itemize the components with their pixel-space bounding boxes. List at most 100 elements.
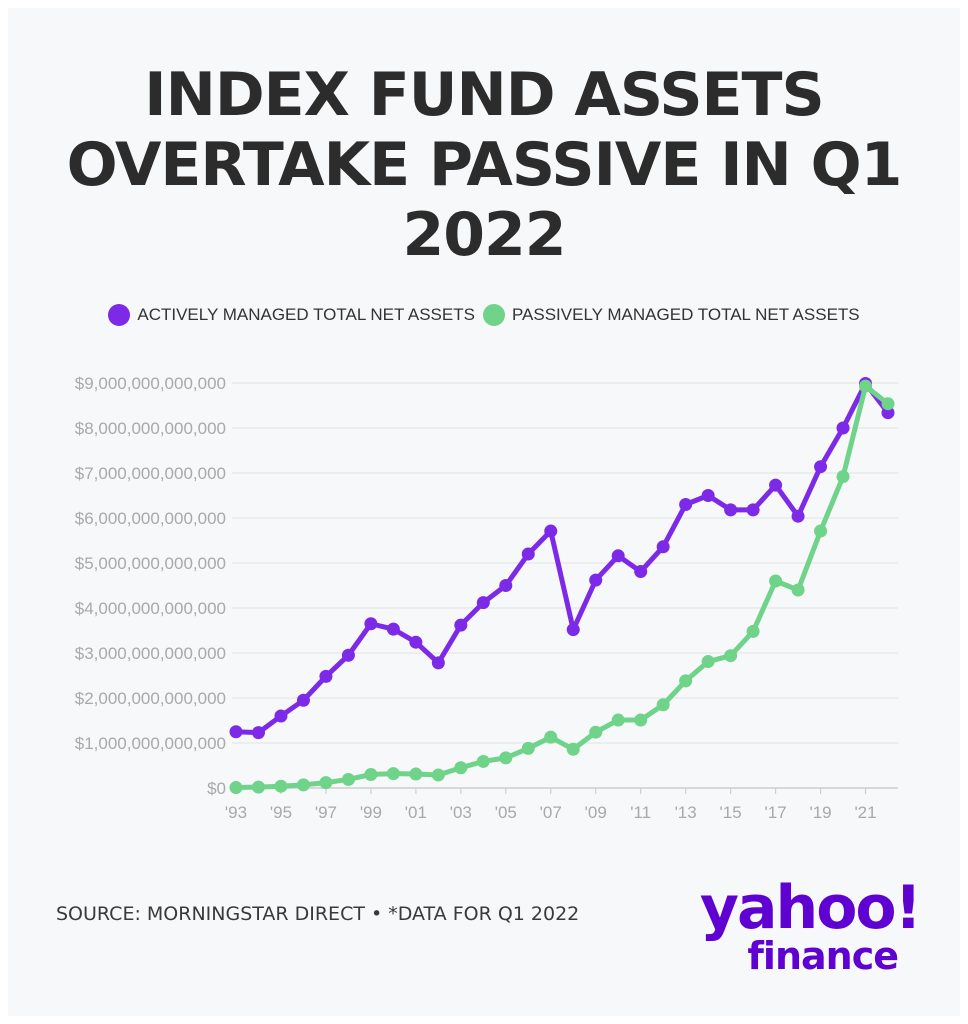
data-point-active <box>746 503 760 517</box>
source-note: SOURCE: MORNINGSTAR DIRECT • *DATA FOR Q… <box>56 903 580 925</box>
line-chart: $0 $1,000,000,000,000 $2,000,000,000,000 $3… <box>75 374 898 822</box>
data-point-active <box>364 617 378 631</box>
data-point-active <box>724 503 738 517</box>
data-point-active <box>814 460 828 474</box>
data-point-active <box>409 635 423 649</box>
y-tick-label: $9,000,000,000,000 <box>75 374 226 393</box>
data-point-passive <box>566 742 580 756</box>
x-tick-label: '19 <box>809 803 831 822</box>
data-point-passive <box>881 397 895 411</box>
legend-label-active: ACTIVELY MANAGED TOTAL NET ASSETS <box>137 305 475 324</box>
data-point-active <box>611 549 625 563</box>
data-point-passive <box>746 624 760 638</box>
x-tick-label: '17 <box>765 803 787 822</box>
data-point-active <box>476 596 490 610</box>
data-point-passive <box>341 772 355 786</box>
data-point-active <box>881 406 895 420</box>
legend-label-passive: PASSIVELY MANAGED TOTAL NET ASSETS <box>511 305 860 324</box>
title-line-3: 2022 <box>402 200 567 270</box>
data-point-active <box>319 669 333 683</box>
data-point-active <box>769 478 783 492</box>
logo-finance-text: finance <box>747 934 899 978</box>
data-point-active <box>566 623 580 637</box>
data-point-active <box>589 573 603 587</box>
data-point-active <box>544 524 558 538</box>
data-point-active <box>274 709 288 723</box>
y-tick-label: $8,000,000,000,000 <box>75 419 226 438</box>
x-tick-label: '99 <box>360 803 382 822</box>
data-point-active <box>341 648 355 662</box>
data-point-passive <box>251 780 265 794</box>
data-point-active <box>296 693 310 707</box>
y-tick-label: $5,000,000,000,000 <box>75 554 226 573</box>
data-point-active <box>454 618 468 632</box>
y-tick-label: $3,000,000,000,000 <box>75 644 226 663</box>
data-point-active <box>386 622 400 636</box>
x-tick-label: '07 <box>540 803 562 822</box>
data-point-active <box>701 489 715 502</box>
x-tick-label: '03 <box>450 803 472 822</box>
data-point-passive <box>769 574 783 588</box>
x-tick-label: '01 <box>405 803 427 822</box>
data-point-passive <box>544 730 558 744</box>
yahoo-finance-logo: yahoo! finance <box>660 873 922 986</box>
legend-item-passive: PASSIVELY MANAGED TOTAL NET ASSETS <box>482 304 860 326</box>
data-point-active <box>634 565 648 579</box>
x-tick-label: '93 <box>225 803 247 822</box>
data-point-active <box>431 656 445 670</box>
chart-legend: ACTIVELY MANAGED TOTAL NET ASSETS PASSIV… <box>8 304 960 326</box>
series-line-active <box>233 380 891 736</box>
data-point-active <box>251 726 265 740</box>
data-point-passive <box>611 713 625 727</box>
legend-dot-active <box>108 304 131 326</box>
data-point-passive <box>296 778 310 792</box>
data-point-passive <box>409 767 423 781</box>
data-point-passive <box>454 761 468 775</box>
y-tick-label: $4,000,000,000,000 <box>75 599 226 618</box>
data-point-passive <box>859 379 873 393</box>
data-point-passive <box>476 754 490 768</box>
x-tick-label: '97 <box>315 803 337 822</box>
data-point-passive <box>274 779 288 793</box>
data-point-active <box>521 547 535 561</box>
data-point-passive <box>656 698 670 712</box>
x-tick-label: '11 <box>630 803 651 822</box>
data-point-passive <box>589 725 603 739</box>
data-point-passive <box>836 470 850 484</box>
data-point-passive <box>814 524 828 538</box>
data-point-passive <box>499 751 513 765</box>
y-tick-label: $6,000,000,000,000 <box>75 509 226 528</box>
data-point-active <box>679 498 693 511</box>
data-point-passive <box>431 768 445 782</box>
data-point-passive <box>679 674 693 688</box>
logo-yahoo-text: yahoo! <box>699 873 922 943</box>
x-tick-label: '21 <box>854 803 876 822</box>
data-point-passive <box>724 649 738 663</box>
chart-title: INDEX FUND ASSETS OVERTAKE PASSIVE IN Q1… <box>8 60 960 270</box>
data-point-passive <box>634 713 648 727</box>
x-tick-label: '15 <box>720 803 742 822</box>
data-point-active <box>656 540 670 554</box>
x-tick-label: '13 <box>675 803 697 822</box>
y-tick-label: $0 <box>207 779 226 798</box>
x-tick-label: '09 <box>585 803 607 822</box>
legend-item-active: ACTIVELY MANAGED TOTAL NET ASSETS <box>108 304 475 326</box>
title-line-1: INDEX FUND ASSETS <box>144 60 824 130</box>
data-point-passive <box>229 781 243 795</box>
data-point-passive <box>319 776 333 790</box>
data-point-active <box>499 579 513 592</box>
y-tick-label: $7,000,000,000,000 <box>75 464 226 483</box>
data-point-active <box>836 421 850 435</box>
data-point-active <box>791 509 805 523</box>
title-line-2: OVERTAKE PASSIVE IN Q1 <box>66 130 903 200</box>
x-tick-label: '95 <box>270 803 292 822</box>
x-tick-label: '05 <box>495 803 517 822</box>
data-point-passive <box>386 767 400 781</box>
infographic-card: INDEX FUND ASSETS OVERTAKE PASSIVE IN Q1… <box>8 8 960 1016</box>
data-point-passive <box>521 741 535 755</box>
data-point-active <box>229 725 243 739</box>
data-point-passive <box>364 768 378 781</box>
legend-dot-passive <box>482 304 505 326</box>
y-tick-label: $2,000,000,000,000 <box>75 689 226 708</box>
data-point-passive <box>791 583 805 597</box>
